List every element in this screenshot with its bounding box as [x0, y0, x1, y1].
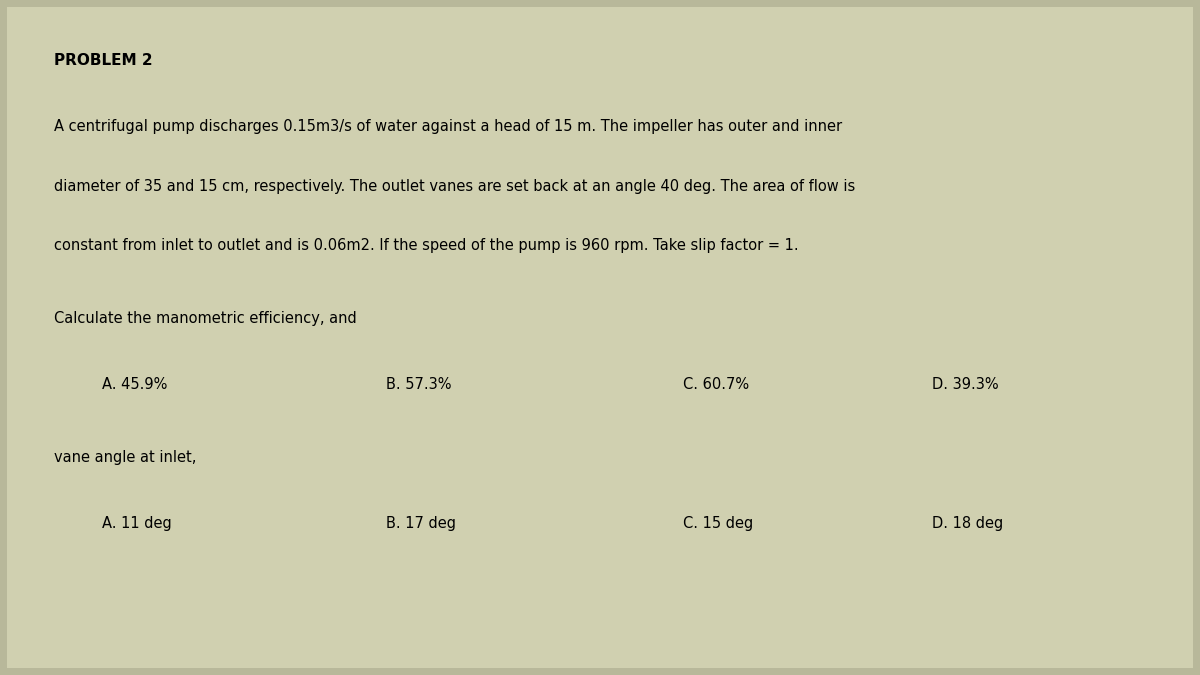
Text: PROBLEM 2: PROBLEM 2 [54, 53, 154, 68]
Text: A. 45.9%: A. 45.9% [102, 377, 167, 392]
Text: A centrifugal pump discharges 0.15m3/s of water against a head of 15 m. The impe: A centrifugal pump discharges 0.15m3/s o… [54, 119, 842, 134]
Text: diameter of 35 and 15 cm, respectively. The outlet vanes are set back at an angl: diameter of 35 and 15 cm, respectively. … [54, 179, 856, 194]
Text: D. 18 deg: D. 18 deg [932, 516, 1003, 531]
Text: Calculate the manometric efficiency, and: Calculate the manometric efficiency, and [54, 311, 358, 326]
Text: vane angle at inlet,: vane angle at inlet, [54, 450, 197, 465]
Text: D. 39.3%: D. 39.3% [932, 377, 998, 392]
Text: C. 60.7%: C. 60.7% [683, 377, 749, 392]
Text: A. 11 deg: A. 11 deg [102, 516, 172, 531]
Text: B. 57.3%: B. 57.3% [386, 377, 452, 392]
Text: B. 17 deg: B. 17 deg [386, 516, 456, 531]
Text: C. 15 deg: C. 15 deg [683, 516, 754, 531]
Text: constant from inlet to outlet and is 0.06m2. If the speed of the pump is 960 rpm: constant from inlet to outlet and is 0.0… [54, 238, 799, 253]
